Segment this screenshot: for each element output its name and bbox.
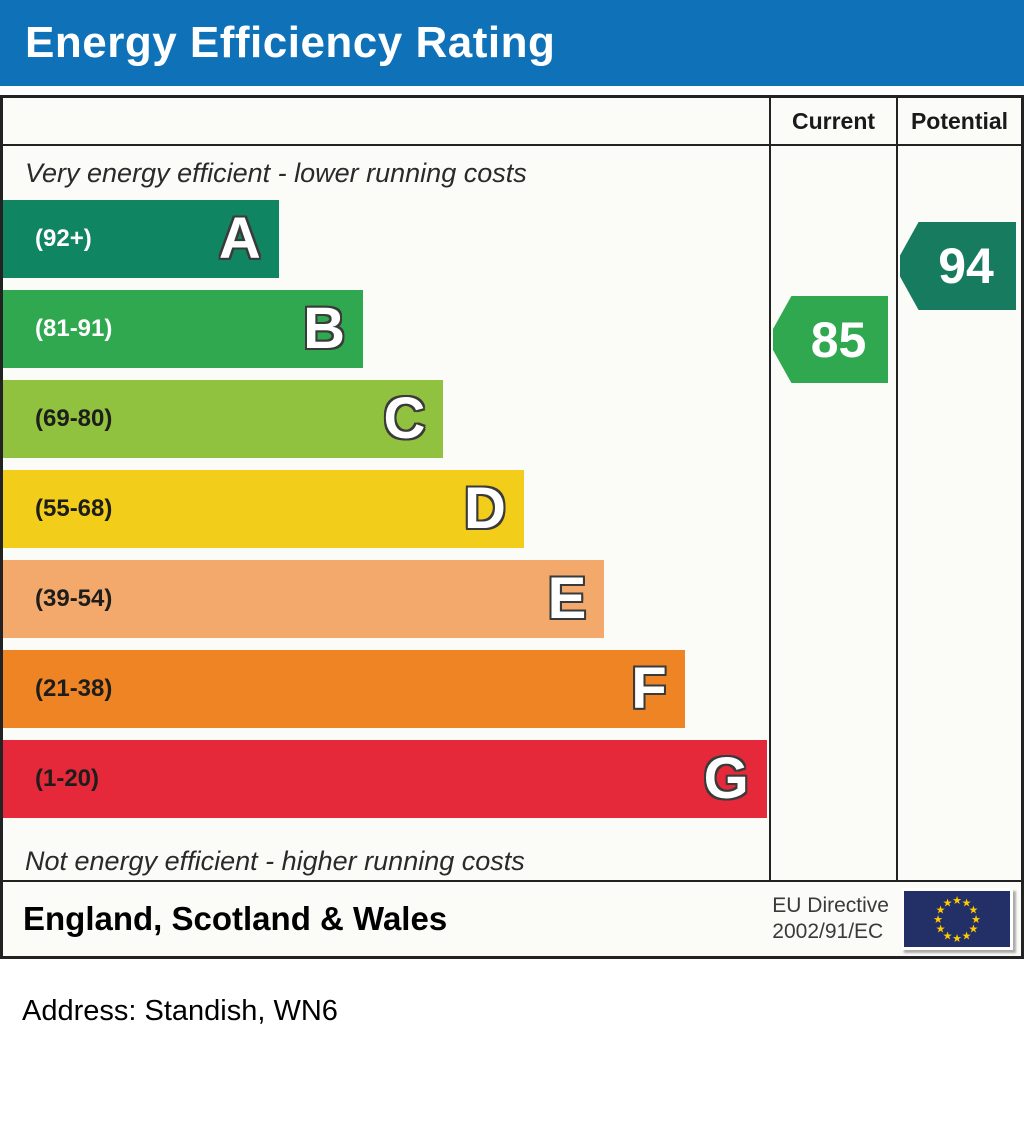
eu-flag-star: ★ <box>969 905 979 917</box>
table-footer: England, Scotland & Wales EU Directive 2… <box>3 880 1021 956</box>
band-letter: A <box>218 206 261 271</box>
band-range-label: (55-68) <box>35 495 113 522</box>
band-row-c: (69-80) C <box>3 380 769 458</box>
band-letter: D <box>463 476 506 541</box>
potential-rating-arrow: 94 <box>900 222 1016 310</box>
eu-directive-label: EU Directive 2002/91/EC <box>772 894 889 943</box>
title-bar: Energy Efficiency Rating <box>0 0 1024 86</box>
page-title: Energy Efficiency Rating <box>25 18 556 67</box>
top-note: Very energy efficient - lower running co… <box>25 157 527 188</box>
current-column-header: Current <box>769 98 896 146</box>
band-bar-f: (21-38) F <box>3 650 685 728</box>
band-letter: B <box>303 296 346 361</box>
band-row-f: (21-38) F <box>3 650 769 728</box>
eu-flag-star: ★ <box>943 898 953 910</box>
band-row-a: (92+) A <box>3 200 769 278</box>
band-row-d: (55-68) D <box>3 470 769 548</box>
band-row-g: (1-20) G <box>3 740 769 818</box>
potential-column-header: Potential <box>896 98 1021 146</box>
band-range-label: (21-38) <box>35 675 113 702</box>
current-rating-value: 85 <box>810 311 867 368</box>
band-bar-g: (1-20) G <box>3 740 767 818</box>
band-bar-d: (55-68) D <box>3 470 524 548</box>
current-rating-cell: 85 <box>769 146 896 880</box>
band-range-label: (1-20) <box>35 765 100 792</box>
potential-rating-value: 94 <box>938 238 994 294</box>
band-bar-c: (69-80) C <box>3 380 444 458</box>
band-bar-e: (39-54) E <box>3 560 605 638</box>
eu-flag-star: ★ <box>952 933 962 945</box>
current-rating-arrow: 85 <box>773 296 888 383</box>
eu-flag-star: ★ <box>943 931 953 943</box>
eu-flag-star: ★ <box>952 895 962 907</box>
band-letter: E <box>547 566 587 631</box>
band-list: (92+) A (81-91) B (69-80) C (55-68) D (39-54) E (2… <box>3 200 769 818</box>
eu-flag-icon: ★ ★★★★★★★★★★★ <box>901 888 1013 950</box>
band-range-label: (69-80) <box>35 405 113 432</box>
header-empty-cell <box>3 98 769 146</box>
band-bar-b: (81-91) B <box>3 290 364 368</box>
band-range-label: (81-91) <box>35 315 113 342</box>
band-bar-a: (92+) A <box>3 200 279 278</box>
bottom-note: Not energy efficient - higher running co… <box>25 845 525 876</box>
band-letter: F <box>631 656 667 721</box>
potential-rating-cell: 94 <box>896 146 1021 880</box>
eu-flag-star: ★ <box>936 905 946 917</box>
band-range-label: (92+) <box>35 225 92 252</box>
eu-flag-star: ★ <box>969 924 979 936</box>
address-line: Address: Standish, WN6 <box>22 995 338 1027</box>
band-chart-area: Very energy efficient - lower running co… <box>3 146 769 880</box>
eu-flag-star: ★ <box>962 898 972 910</box>
eu-flag-star: ★ <box>962 931 972 943</box>
energy-rating-table: Current Potential Very energy efficient … <box>0 95 1024 959</box>
band-letter: C <box>383 386 426 451</box>
band-row-e: (39-54) E <box>3 560 769 638</box>
band-letter: G <box>703 746 749 811</box>
eu-flag-star: ★ <box>936 924 946 936</box>
band-row-b: (81-91) B <box>3 290 769 368</box>
eu-flag-star: ★ <box>971 914 981 926</box>
region-label: England, Scotland & Wales <box>23 900 448 937</box>
eu-flag-star: ★ <box>933 914 943 926</box>
band-range-label: (39-54) <box>35 585 113 612</box>
